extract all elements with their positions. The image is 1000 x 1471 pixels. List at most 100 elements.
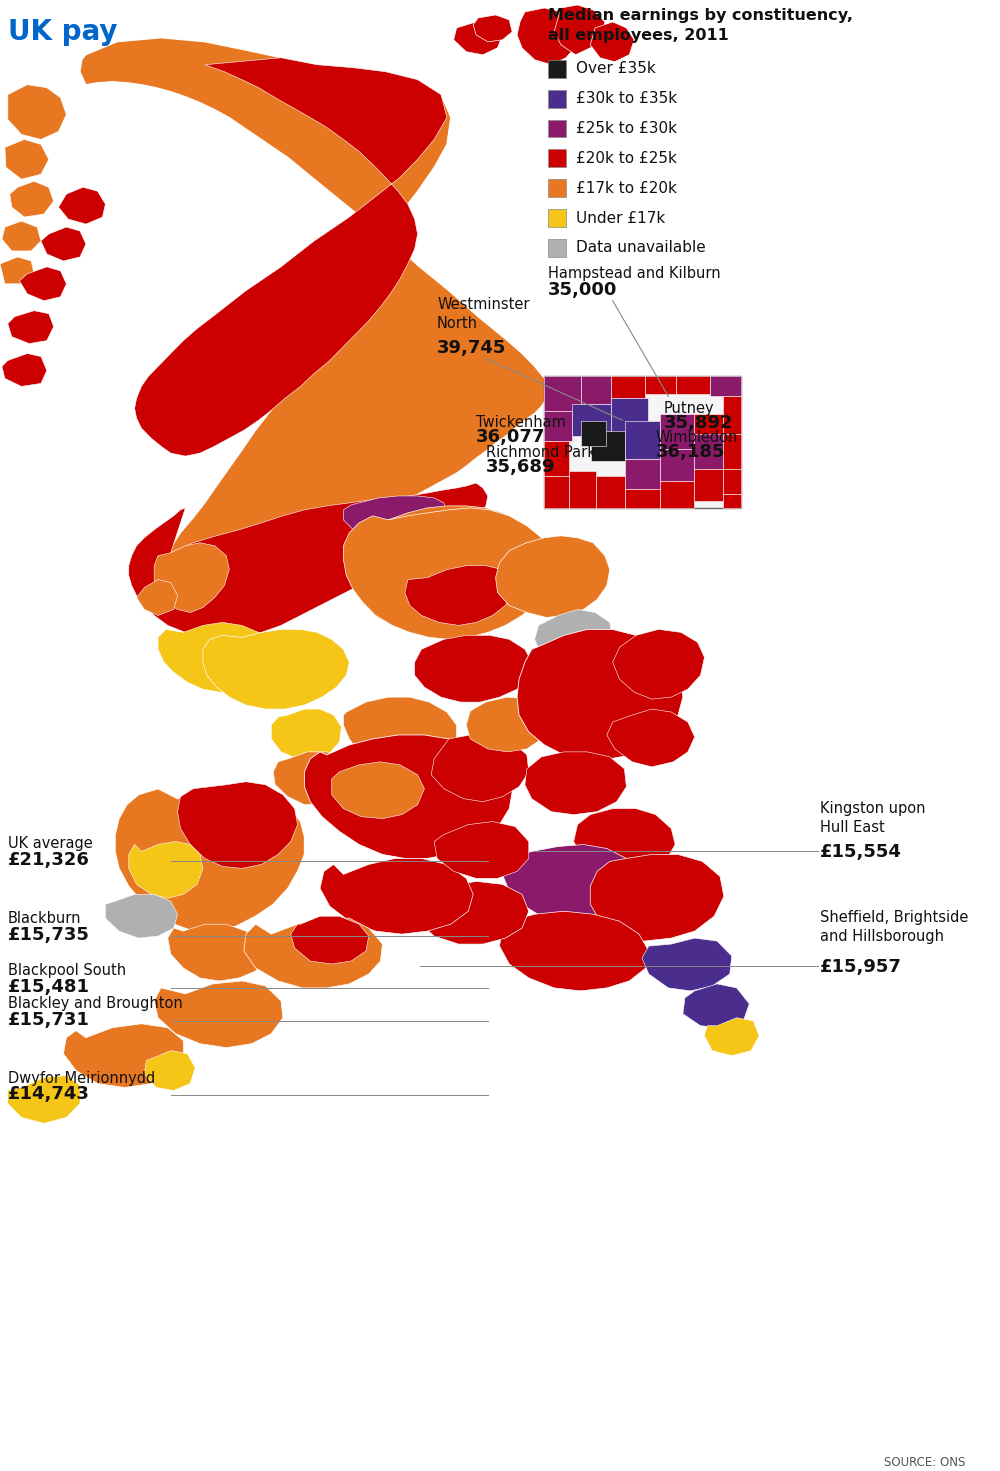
Polygon shape [376, 506, 522, 580]
Bar [544, 441, 569, 477]
Text: Westminster
North: Westminster North [437, 297, 530, 331]
Bar [645, 377, 676, 394]
Text: Kingston upon
Hull East: Kingston upon Hull East [820, 800, 925, 834]
Polygon shape [2, 221, 41, 252]
Bar [548, 238, 566, 257]
Bar [611, 377, 645, 399]
Bar [548, 150, 566, 168]
Polygon shape [63, 1024, 183, 1087]
Polygon shape [535, 609, 613, 669]
Text: £17k to £20k: £17k to £20k [576, 181, 676, 196]
Text: £15,735: £15,735 [8, 927, 90, 944]
Polygon shape [115, 784, 304, 931]
Polygon shape [525, 752, 626, 815]
Polygon shape [607, 709, 695, 766]
Text: 36,077: 36,077 [476, 428, 545, 446]
Bar [548, 179, 566, 197]
Text: Wimbledon: Wimbledon [656, 430, 738, 446]
Bar [723, 494, 741, 507]
Polygon shape [271, 709, 341, 759]
Polygon shape [590, 22, 634, 62]
Polygon shape [8, 1075, 80, 1124]
Text: £21,326: £21,326 [8, 852, 90, 869]
Polygon shape [683, 984, 749, 1028]
Polygon shape [517, 7, 583, 65]
Polygon shape [41, 227, 86, 260]
Polygon shape [5, 140, 49, 179]
Polygon shape [466, 697, 548, 752]
Text: Dwyfor Meirionnydd: Dwyfor Meirionnydd [8, 1071, 155, 1086]
Text: £30k to £35k: £30k to £35k [576, 91, 677, 106]
Bar [544, 377, 581, 412]
Bar [569, 471, 596, 507]
Bar [544, 377, 741, 507]
Polygon shape [517, 630, 683, 759]
Text: UK pay: UK pay [8, 18, 117, 46]
Polygon shape [554, 4, 605, 54]
Bar [660, 481, 694, 507]
Text: Blackley and Broughton: Blackley and Broughton [8, 996, 183, 1011]
Polygon shape [496, 535, 610, 618]
Polygon shape [412, 881, 529, 944]
Text: Blackpool South: Blackpool South [8, 964, 126, 978]
Polygon shape [473, 15, 512, 41]
Polygon shape [244, 918, 382, 989]
Polygon shape [434, 822, 529, 878]
Polygon shape [80, 38, 548, 619]
Bar [611, 399, 648, 432]
Polygon shape [454, 22, 502, 54]
Bar [544, 477, 569, 507]
Bar [710, 377, 741, 396]
Bar [581, 421, 606, 446]
Polygon shape [178, 781, 298, 868]
Text: £15,554: £15,554 [820, 843, 901, 862]
Polygon shape [291, 916, 369, 964]
Polygon shape [129, 482, 488, 640]
Text: Under £17k: Under £17k [576, 210, 665, 225]
Text: 35,689: 35,689 [486, 457, 555, 477]
Text: Sheffield, Brightside
and Hillsborough: Sheffield, Brightside and Hillsborough [820, 911, 968, 944]
Polygon shape [590, 855, 724, 941]
Polygon shape [613, 630, 704, 699]
Polygon shape [0, 257, 34, 284]
Bar [660, 449, 694, 481]
Bar [694, 431, 723, 469]
Bar [548, 209, 566, 227]
Polygon shape [405, 566, 512, 625]
Polygon shape [502, 844, 642, 924]
Bar [625, 421, 660, 459]
Polygon shape [343, 507, 554, 640]
Polygon shape [320, 859, 473, 934]
Polygon shape [20, 266, 66, 300]
Bar [548, 60, 566, 78]
Polygon shape [304, 736, 512, 859]
Polygon shape [137, 580, 178, 615]
Bar [723, 469, 741, 494]
Polygon shape [154, 981, 283, 1047]
Bar [591, 431, 625, 460]
Polygon shape [8, 85, 66, 140]
Text: Data unavailable: Data unavailable [576, 240, 705, 256]
Polygon shape [129, 841, 203, 899]
Polygon shape [105, 894, 178, 938]
Text: Median earnings by constituency,
all employees, 2011: Median earnings by constituency, all emp… [548, 7, 853, 43]
Bar [548, 119, 566, 137]
Polygon shape [415, 635, 532, 702]
Bar [596, 477, 625, 507]
Bar [723, 434, 741, 469]
Polygon shape [574, 809, 675, 874]
Text: £15,957: £15,957 [820, 958, 901, 975]
Polygon shape [158, 622, 278, 693]
Bar [625, 488, 660, 507]
Text: Over £35k: Over £35k [576, 62, 655, 76]
Bar [625, 459, 660, 488]
Bar [544, 412, 572, 441]
Polygon shape [571, 659, 646, 712]
Polygon shape [273, 752, 351, 805]
Text: £25k to £30k: £25k to £30k [576, 121, 677, 135]
Polygon shape [10, 181, 54, 218]
Polygon shape [2, 353, 47, 387]
Polygon shape [154, 543, 229, 612]
Text: Putney: Putney [663, 402, 714, 416]
Bar [694, 469, 723, 502]
